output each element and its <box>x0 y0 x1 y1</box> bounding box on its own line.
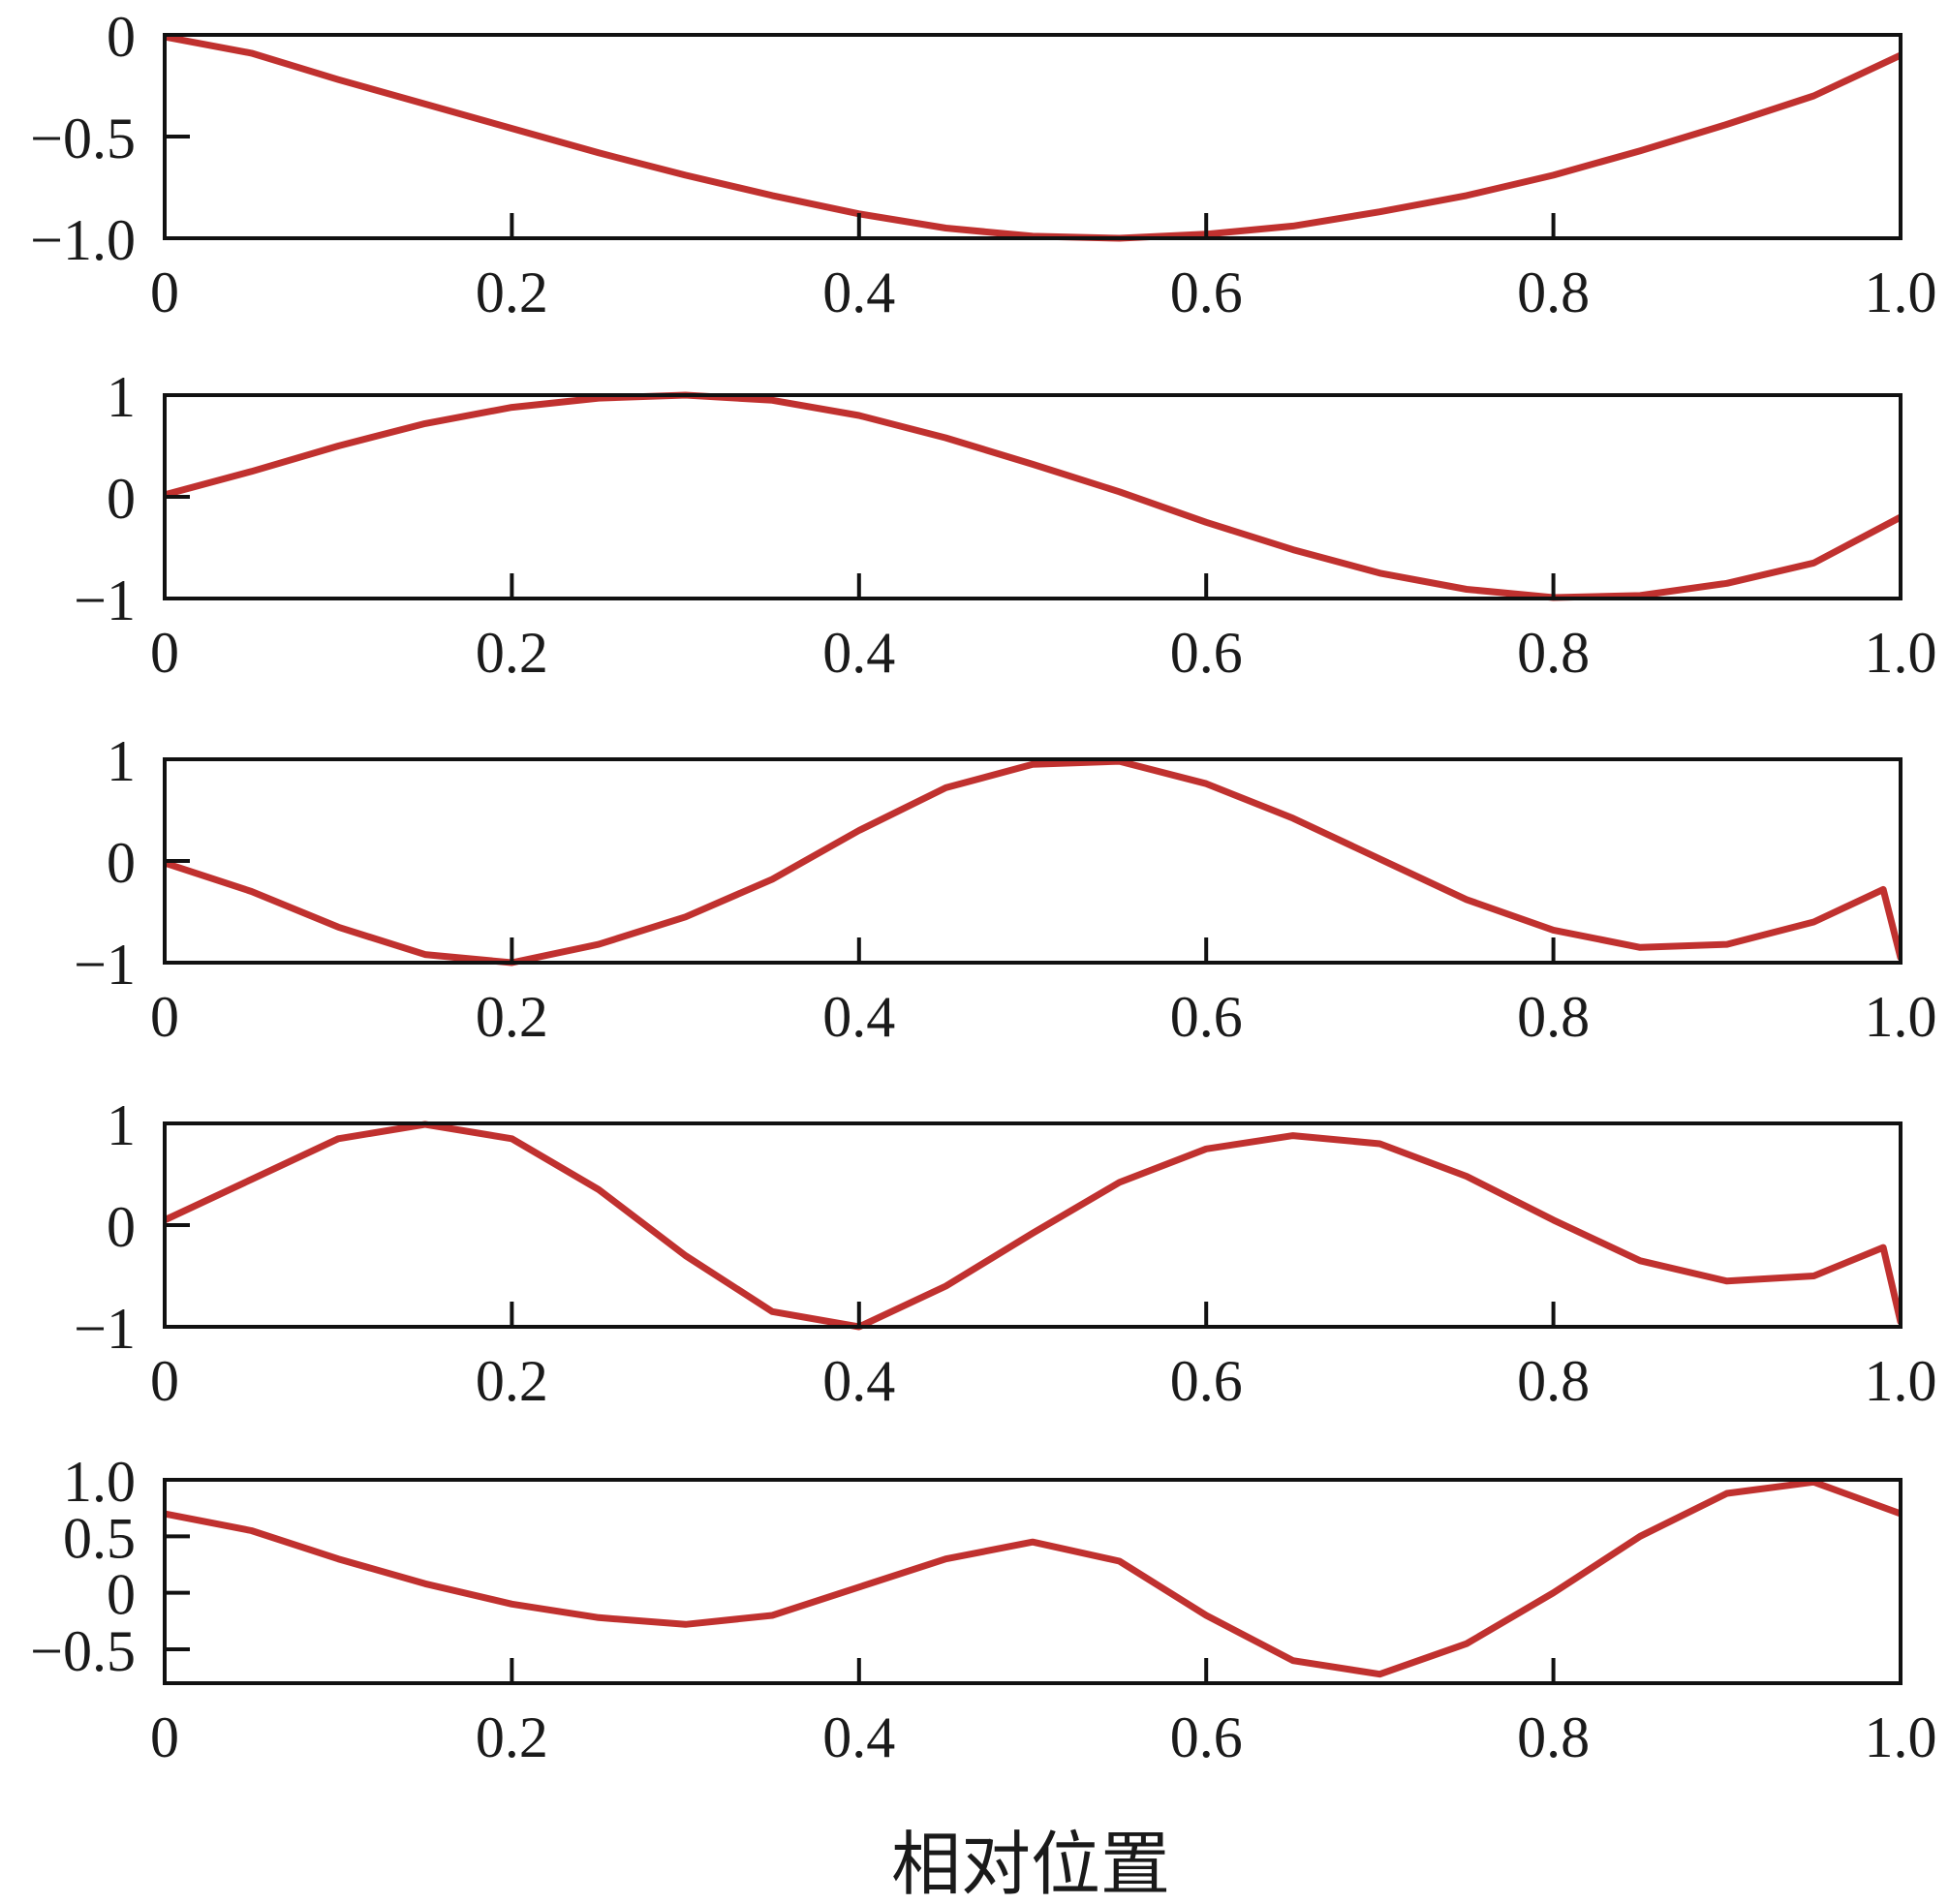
x-tick-label: 1.0 <box>1865 261 1937 324</box>
y-tick-label: 0.5 <box>63 1506 136 1570</box>
x-tick-label: 0.6 <box>1170 1349 1243 1413</box>
x-tick-label: 1.0 <box>1865 985 1937 1049</box>
x-tick-label: 0.4 <box>822 261 895 324</box>
x-tick-label: 0 <box>150 1349 179 1413</box>
x-tick-label: 0.4 <box>822 1705 895 1769</box>
subplot-5: 0 0.2 0.4 0.6 0.8 1.01.00.50−0.5 <box>30 1450 1936 1769</box>
x-tick-label: 0 <box>150 261 179 324</box>
series-line-5 <box>165 1478 1901 1678</box>
x-tick-label: 0.6 <box>1170 1705 1243 1769</box>
x-tick-label: 0.2 <box>476 985 548 1049</box>
subplot-4: 0 0.2 0.4 0.6 0.8 1.010−1 <box>74 1093 1936 1413</box>
y-tick-label: −0.5 <box>30 107 136 170</box>
y-tick-label: −1.0 <box>30 208 136 272</box>
x-tick-label: 0.8 <box>1517 261 1590 324</box>
x-tick-label: 0 <box>150 621 179 685</box>
x-tick-label: 0.4 <box>822 1349 895 1413</box>
x-tick-label: 0.8 <box>1517 985 1590 1049</box>
x-tick-label: 0.6 <box>1170 261 1243 324</box>
y-tick-label: −0.5 <box>30 1619 136 1683</box>
y-tick-label: 1 <box>107 729 136 793</box>
y-tick-label: 0 <box>107 5 136 69</box>
x-tick-label: 0 <box>150 1705 179 1769</box>
plot-frame <box>163 1478 1903 1685</box>
x-axis-label: 相对位置 <box>891 1824 1170 1904</box>
x-tick-label: 0.6 <box>1170 621 1243 685</box>
series-line-3 <box>165 757 1901 967</box>
x-tick-label: 0.8 <box>1517 1705 1590 1769</box>
plot-frame <box>163 1121 1903 1329</box>
subplot-2: 0 0.2 0.4 0.6 0.8 1.010−1 <box>74 365 1936 685</box>
y-tick-label: −1 <box>74 568 136 632</box>
y-tick-label: 0 <box>107 467 136 531</box>
x-tick-label: 0.4 <box>822 621 895 685</box>
y-tick-label: 0 <box>107 1195 136 1259</box>
subplot-3: 0 0.2 0.4 0.6 0.8 1.010−1 <box>74 729 1936 1049</box>
plot-frame <box>163 757 1903 965</box>
series-line-4 <box>165 1121 1901 1331</box>
x-tick-label: 0.2 <box>476 261 548 324</box>
subplot-1: 0 0.2 0.4 0.6 0.8 1.0 0 −0.5 −1.0 <box>30 5 1936 324</box>
y-tick-label: 1.0 <box>63 1450 136 1514</box>
y-tick-label: 0 <box>107 1563 136 1627</box>
x-tick-label: 0 <box>150 985 179 1049</box>
x-tick-label: 0.4 <box>822 985 895 1049</box>
x-tick-label: 0.6 <box>1170 985 1243 1049</box>
x-tick-label: 0.8 <box>1517 1349 1590 1413</box>
x-tick-label: 0.2 <box>476 621 548 685</box>
y-tick-label: −1 <box>74 933 136 997</box>
plot-frame <box>163 33 1903 240</box>
y-tick-label: −1 <box>74 1297 136 1361</box>
y-tick-label: 1 <box>107 365 136 429</box>
series-line-2 <box>165 391 1901 601</box>
x-tick-label: 0.2 <box>476 1349 548 1413</box>
x-tick-label: 1.0 <box>1865 1705 1937 1769</box>
x-tick-label: 1.0 <box>1865 1349 1937 1413</box>
y-tick-label: 0 <box>107 831 136 895</box>
series-line-1 <box>165 33 1901 242</box>
x-tick-label: 1.0 <box>1865 621 1937 685</box>
x-tick-label: 0.8 <box>1517 621 1590 685</box>
y-tick-label: 1 <box>107 1093 136 1157</box>
x-tick-label: 0.2 <box>476 1705 548 1769</box>
